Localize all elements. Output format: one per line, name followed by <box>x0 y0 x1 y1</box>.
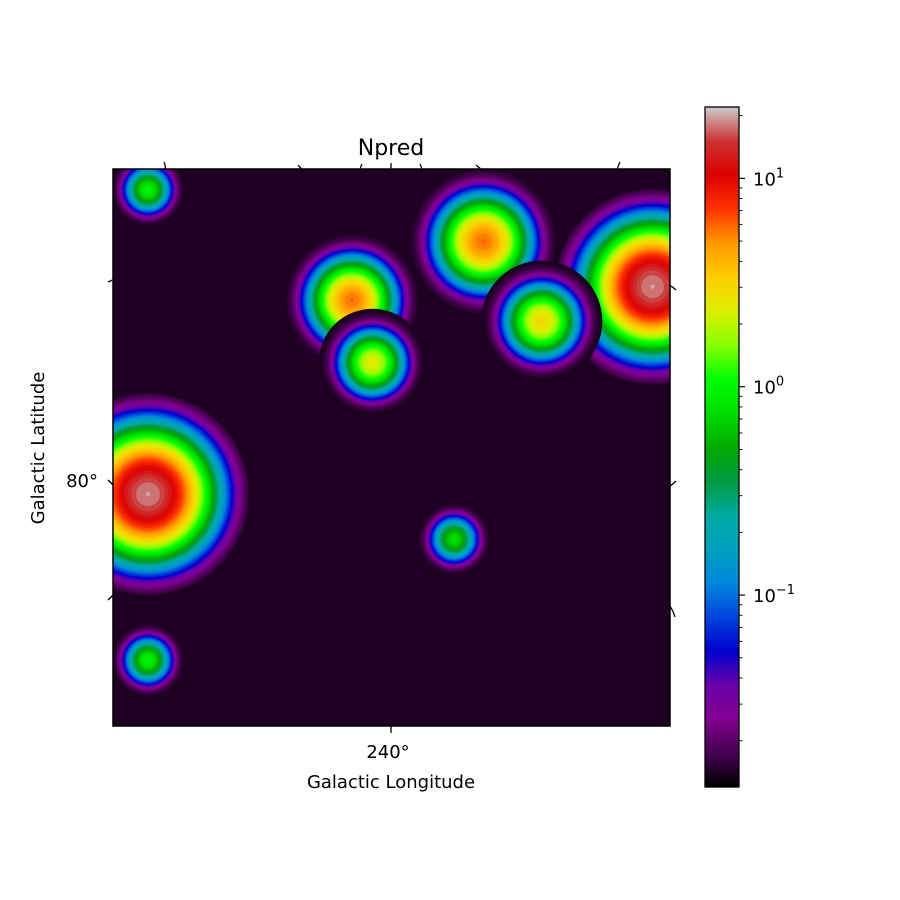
source-blob <box>113 169 189 231</box>
map-layer <box>113 169 670 726</box>
source-peak <box>145 492 151 497</box>
colorbar-tick-label: 100 <box>753 375 784 399</box>
y-tick-label: 80° <box>66 471 98 492</box>
source-blob <box>113 393 249 596</box>
source-blob <box>413 498 495 580</box>
source-blob <box>481 260 603 382</box>
frame-ticks <box>107 161 677 733</box>
plot-area <box>107 161 677 733</box>
source-peak <box>539 319 544 324</box>
x-tick-label: 240° <box>366 742 409 763</box>
colorbar-tick-label: 101 <box>753 166 784 190</box>
source-peak <box>145 187 151 192</box>
colorbar: 101 100 10−1 <box>704 106 795 788</box>
colorbar-frame <box>704 106 740 788</box>
source-peak <box>349 298 355 303</box>
source-peak <box>370 360 375 365</box>
y-axis-label: Galactic Latitude <box>28 372 49 525</box>
source-blob <box>113 619 189 701</box>
source-blob <box>318 308 427 417</box>
source-peak <box>650 284 655 289</box>
colorbar-gradient <box>705 107 739 787</box>
x-axis-label: Galactic Longitude <box>307 772 475 793</box>
colorbar-tick-label: 10−1 <box>753 583 795 607</box>
source-peak <box>452 537 457 542</box>
source-blob <box>409 169 558 316</box>
source-peak <box>145 658 151 663</box>
colorbar-ticks: 101 100 10−1 <box>739 115 795 742</box>
chart-title: Npred <box>358 136 424 161</box>
source-peak <box>481 239 486 244</box>
